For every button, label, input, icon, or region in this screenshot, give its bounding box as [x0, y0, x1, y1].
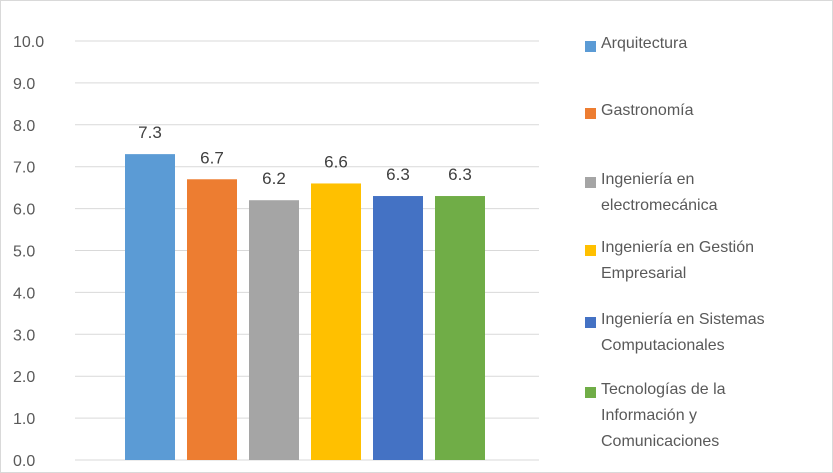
- y-tick-label: 6.0: [13, 202, 35, 219]
- y-tick-label: 1.0: [13, 411, 35, 428]
- data-labels: 7.3 6.7 6.2 6.6 6.3 6.3: [138, 123, 472, 188]
- legend-swatch: [585, 177, 596, 188]
- legend-label-line: Computacionales: [601, 337, 725, 354]
- legend-label: Tecnologías de la Información y Comunicaci…: [601, 377, 726, 455]
- legend-item: Tecnologías de la Información y Comunicaci…: [585, 381, 825, 455]
- legend-label-line: Arquitectura: [601, 35, 688, 52]
- legend-label-line: Tecnologías de la: [601, 381, 726, 398]
- legend-label-line: Ingeniería en: [601, 171, 695, 188]
- legend-label-line: electromecánica: [601, 197, 718, 214]
- bar: [311, 183, 361, 460]
- legend-label-line: Ingeniería en Sistemas: [601, 311, 765, 328]
- bar: [435, 196, 485, 460]
- bar-value-label: 6.6: [324, 152, 348, 171]
- y-tick-label: 5.0: [13, 244, 35, 261]
- legend-item: Ingeniería en Sistemas Computacionales: [585, 311, 825, 359]
- legend-item: Ingeniería en electromecánica: [585, 171, 825, 219]
- legend-label-line: Ingeniería en Gestión: [601, 239, 754, 256]
- bar-value-label: 7.3: [138, 123, 162, 142]
- legend-item: Arquitectura: [585, 35, 825, 57]
- y-axis-ticks: 0.0 1.0 2.0 3.0 4.0 5.0 6.0 7.0 8.0 9.0 10.0: [13, 34, 44, 470]
- bar-value-label: 6.7: [200, 148, 224, 167]
- bar: [125, 154, 175, 460]
- legend-swatch: [585, 387, 596, 398]
- legend: Arquitectura Gastronomía Ingeniería en elec…: [585, 1, 825, 472]
- y-tick-label: 2.0: [13, 369, 35, 386]
- legend-label-line: Empresarial: [601, 265, 687, 282]
- y-tick-label: 8.0: [13, 118, 35, 135]
- legend-label: Ingeniería en Gestión Empresarial: [601, 235, 754, 287]
- legend-item: Ingeniería en Gestión Empresarial: [585, 239, 825, 287]
- y-tick-label: 0.0: [13, 453, 35, 470]
- legend-label: Ingeniería en Sistemas Computacionales: [601, 307, 765, 359]
- bar-value-label: 6.3: [386, 165, 410, 184]
- legend-label-line: Información y: [601, 407, 698, 424]
- bar-value-label: 6.3: [448, 165, 472, 184]
- y-tick-label: 7.0: [13, 160, 35, 177]
- legend-label: Ingeniería en electromecánica: [601, 167, 718, 219]
- bar-value-label: 6.2: [262, 169, 286, 188]
- y-tick-label: 9.0: [13, 76, 35, 93]
- y-tick-label: 10.0: [13, 34, 44, 51]
- legend-swatch: [585, 245, 596, 256]
- bar: [373, 196, 423, 460]
- bar: [249, 200, 299, 460]
- y-tick-label: 3.0: [13, 327, 35, 344]
- y-tick-label: 4.0: [13, 285, 35, 302]
- legend-item: Gastronomía: [585, 102, 825, 124]
- legend-swatch: [585, 108, 596, 119]
- legend-label: Gastronomía: [601, 98, 693, 124]
- legend-label-line: Comunicaciones: [601, 433, 720, 450]
- legend-swatch: [585, 41, 596, 52]
- bars: [125, 154, 485, 460]
- bar-chart: 0.0 1.0 2.0 3.0 4.0 5.0 6.0 7.0 8.0 9.0 10.0 7.3 6.…: [13, 34, 539, 470]
- legend-label: Arquitectura: [601, 31, 687, 57]
- legend-swatch: [585, 317, 596, 328]
- legend-label-line: Gastronomía: [601, 102, 694, 119]
- bar: [187, 179, 237, 460]
